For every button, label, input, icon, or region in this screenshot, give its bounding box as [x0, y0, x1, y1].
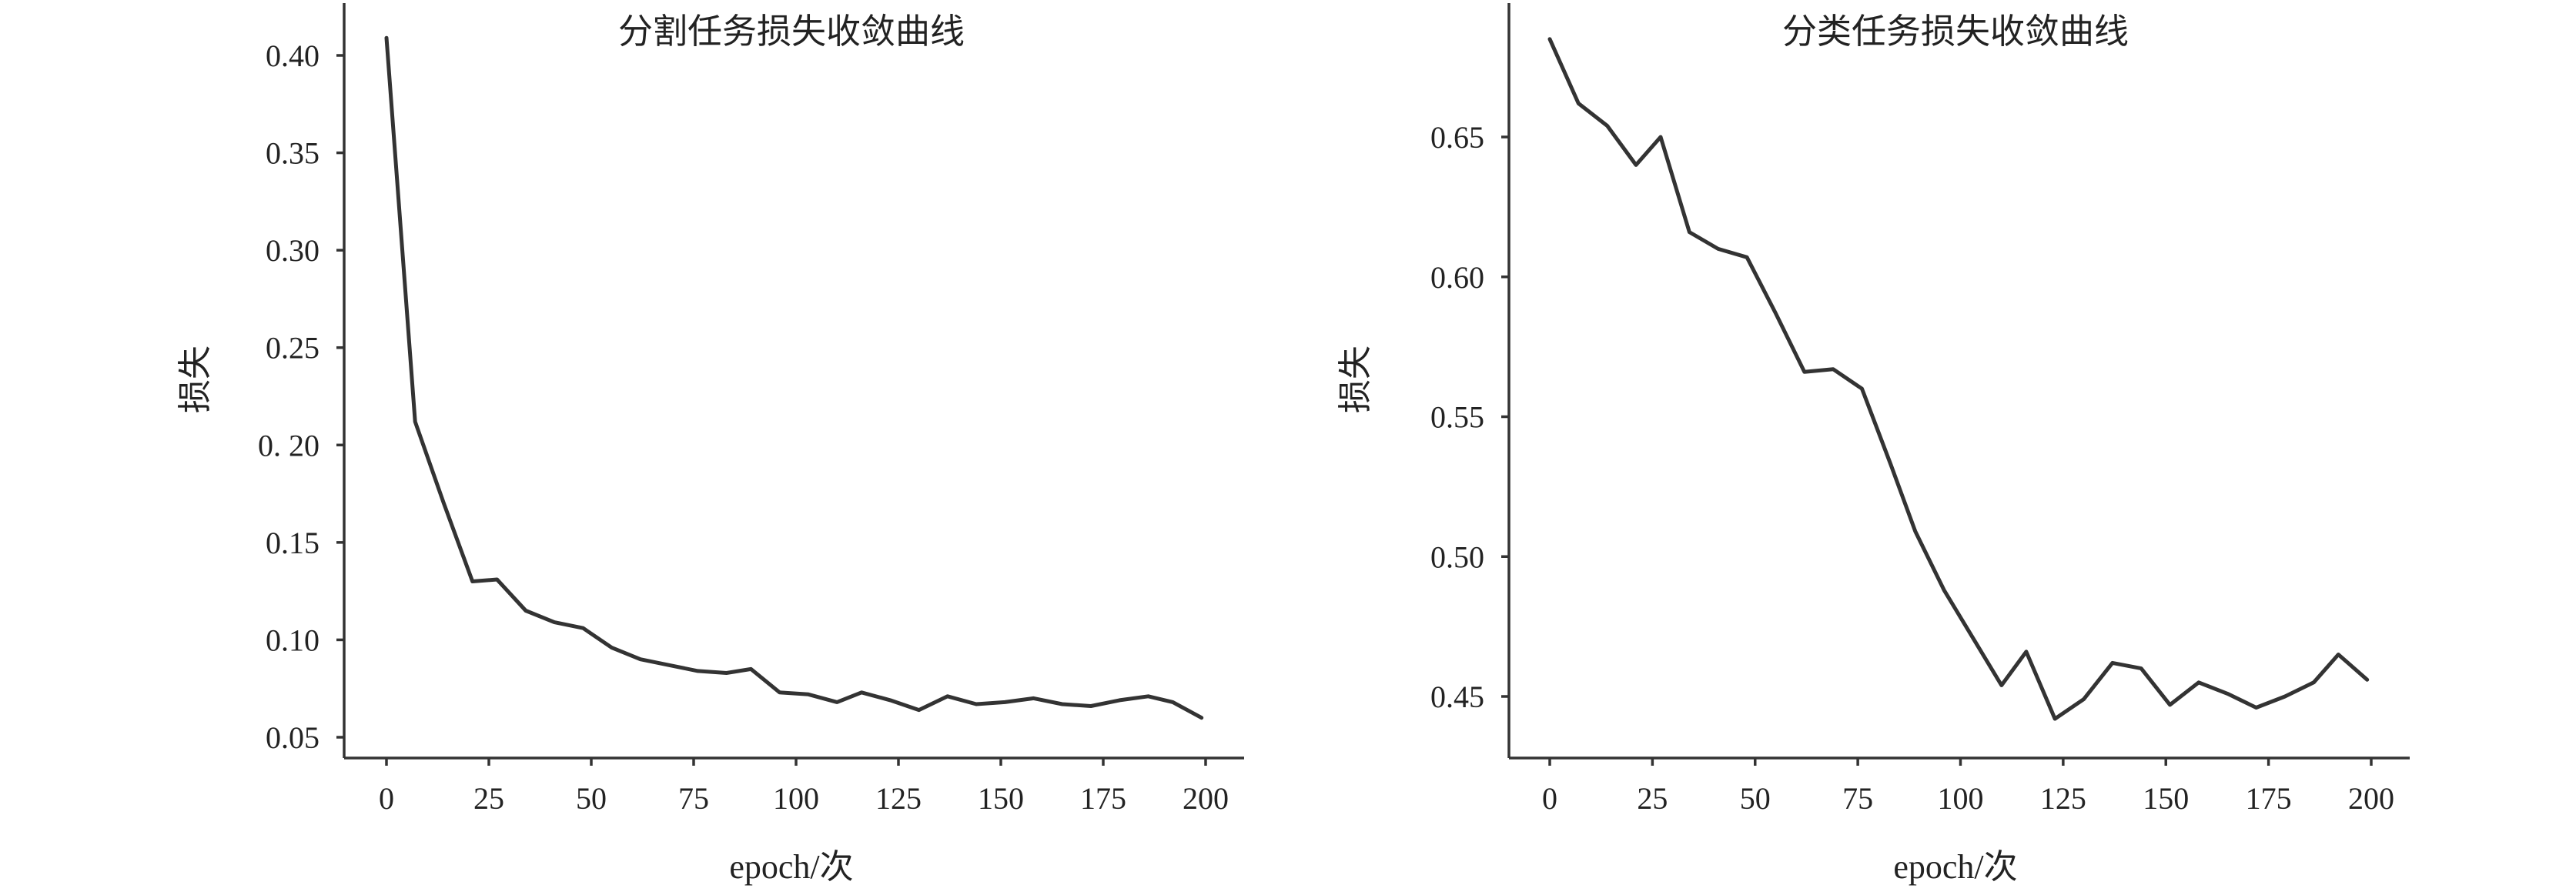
x-tick-label: 125	[875, 781, 922, 816]
loss-line	[1547, 37, 2370, 721]
y-tick-label: 0.15	[266, 526, 319, 560]
x-tick-label: 0	[379, 781, 394, 816]
y-tick-label: 0.50	[1430, 539, 1484, 574]
y-tick-label: 0.60	[1430, 260, 1484, 295]
chart-title: 分割任务损失收敛曲线	[618, 11, 965, 52]
x-tick-label: 25	[1637, 781, 1668, 816]
y-tick-label: 0.45	[1430, 680, 1484, 714]
x-tick-label: 75	[678, 781, 709, 816]
x-tick-label: 25	[473, 781, 504, 816]
y-tick-label: 0.55	[1430, 400, 1484, 435]
x-tick-label: 175	[1080, 781, 1126, 816]
x-axis-label: epoch/次	[1893, 848, 2017, 886]
x-axis-label: epoch/次	[729, 848, 853, 886]
segmentation-loss-chart: 分割任务损失收敛曲线 损失 epoch/次 0 25 50 75 100 125 150 17…	[176, 3, 1244, 886]
x-tick-label: 150	[978, 781, 1024, 816]
x-tick-label: 200	[2348, 781, 2394, 816]
y-tick-label: 0. 20	[258, 428, 319, 463]
x-tick-label: 175	[2246, 781, 2292, 816]
y-tick-label: 0.40	[266, 38, 319, 73]
x-tick-label: 100	[773, 781, 819, 816]
x-tick-label: 125	[2040, 781, 2086, 816]
y-tick-label: 0.35	[266, 136, 319, 171]
y-tick-label: 0.05	[266, 720, 319, 755]
tick-group: 0 25 50 75 100 125 150 175 200 0.05 0.10 0.15 0. 20 0…	[258, 38, 1229, 816]
y-axis-label: 损失	[176, 346, 215, 413]
x-tick-label: 200	[1183, 781, 1229, 816]
y-tick-label: 0.30	[266, 233, 319, 268]
y-axis-label: 损失	[1336, 346, 1375, 413]
x-tick-label: 75	[1842, 781, 1873, 816]
y-tick-label: 0.10	[266, 623, 319, 657]
x-tick-label: 100	[1938, 781, 1984, 816]
chart-title: 分类任务损失收敛曲线	[1782, 11, 2129, 52]
tick-group: 0 25 50 75 100 125 150 175 200 0.45 0.50 0.55 0.60 0.…	[1430, 120, 2394, 816]
y-tick-label: 0.25	[266, 331, 319, 366]
y-tick-label: 0.65	[1430, 120, 1484, 155]
x-tick-label: 50	[576, 781, 607, 816]
loss-line	[384, 35, 1204, 720]
classification-loss-chart: 分类任务损失收敛曲线 损失 epoch/次 0 25 50 75 100 125 150 17…	[1336, 3, 2410, 886]
x-tick-label: 50	[1740, 781, 1771, 816]
x-tick-label: 150	[2143, 781, 2189, 816]
x-tick-label: 0	[1542, 781, 1557, 816]
